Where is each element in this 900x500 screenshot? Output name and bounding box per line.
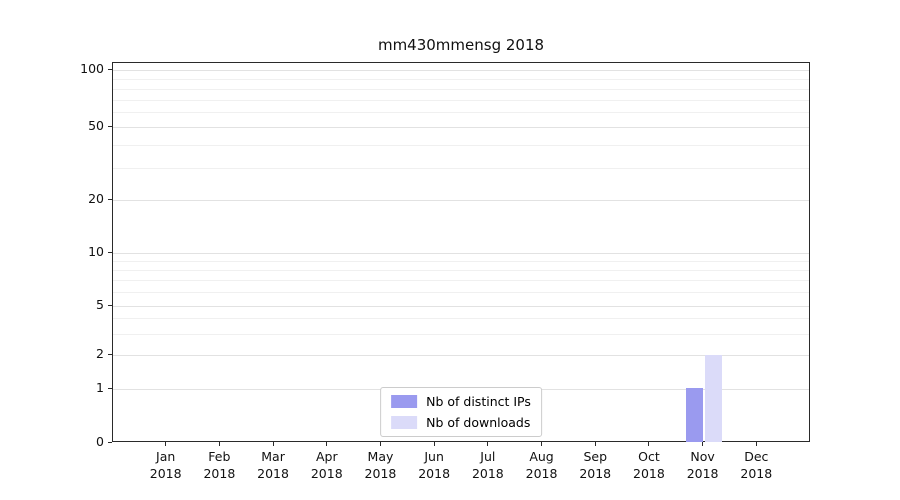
y-tick-label: 0: [96, 433, 104, 449]
bar-nb-of-distinct-ips: [685, 388, 703, 442]
y-gridline-minor: [113, 333, 809, 335]
x-tick-mark: [541, 442, 543, 446]
y-tick-mark: [108, 126, 112, 128]
x-tick-label: Jul 2018: [471, 449, 504, 481]
x-tick-mark: [272, 442, 274, 446]
y-tick-label: 2: [96, 346, 104, 362]
chart-title: mm430mmensg 2018: [377, 36, 545, 54]
x-tick-mark: [648, 442, 650, 446]
y-tick-label: 100: [80, 61, 104, 77]
y-gridline: [113, 252, 809, 254]
legend-item-downloads: Nb of downloads: [391, 415, 531, 430]
legend-swatch-distinct-ips-icon: [391, 395, 418, 408]
x-tick-mark: [379, 442, 381, 446]
y-gridline-minor: [113, 269, 809, 271]
y-gridline-minor: [113, 260, 809, 262]
x-tick-label: Apr 2018: [310, 449, 343, 481]
y-tick-label: 5: [96, 297, 104, 313]
legend-label-downloads: Nb of downloads: [426, 415, 531, 430]
y-gridline-minor: [113, 79, 809, 81]
legend-swatch-downloads-icon: [391, 416, 418, 429]
y-tick-label: 1: [96, 379, 104, 395]
y-gridline: [113, 199, 809, 201]
x-tick-mark: [326, 442, 328, 446]
y-tick-mark: [108, 387, 112, 389]
x-tick-mark: [755, 442, 757, 446]
x-tick-label: May 2018: [364, 449, 397, 481]
y-tick-mark: [108, 354, 112, 356]
x-tick-mark: [487, 442, 489, 446]
x-tick-label: Oct 2018: [633, 449, 665, 481]
x-tick-label: Aug 2018: [525, 449, 558, 481]
y-tick-mark: [108, 69, 112, 71]
x-tick-label: Nov 2018: [686, 449, 719, 481]
y-gridline-minor: [113, 145, 809, 147]
y-gridline: [113, 127, 809, 129]
y-tick-mark: [108, 441, 112, 443]
x-tick-mark: [165, 442, 167, 446]
x-tick-mark: [218, 442, 220, 446]
y-tick-label: 50: [88, 118, 104, 134]
y-tick-mark: [108, 198, 112, 200]
x-tick-label: Sep 2018: [579, 449, 612, 481]
y-gridline-minor: [113, 112, 809, 114]
x-tick-label: Feb 2018: [203, 449, 236, 481]
y-gridline-minor: [113, 167, 809, 169]
y-tick-mark: [108, 305, 112, 307]
x-tick-label: Mar 2018: [257, 449, 289, 481]
x-tick-label: Dec 2018: [740, 449, 773, 481]
bar-nb-of-downloads: [704, 354, 722, 442]
y-gridline-minor: [113, 292, 809, 294]
x-tick-mark: [594, 442, 596, 446]
x-tick-mark: [433, 442, 435, 446]
y-gridline: [113, 70, 809, 72]
y-gridline: [113, 355, 809, 357]
x-tick-label: Jan 2018: [149, 449, 182, 481]
legend-item-distinct-ips: Nb of distinct IPs: [391, 394, 531, 409]
y-tick-label: 10: [88, 243, 104, 259]
y-gridline: [113, 306, 809, 308]
y-gridline-minor: [113, 280, 809, 282]
y-tick-mark: [108, 251, 112, 253]
legend: Nb of distinct IPs Nb of downloads: [380, 387, 542, 437]
x-tick-mark: [702, 442, 704, 446]
y-tick-label: 20: [88, 190, 104, 206]
y-gridline-minor: [113, 318, 809, 320]
x-tick-label: Jun 2018: [418, 449, 451, 481]
legend-label-distinct-ips: Nb of distinct IPs: [426, 394, 531, 409]
y-gridline-minor: [113, 99, 809, 101]
y-gridline-minor: [113, 88, 809, 90]
plot-area: Nb of distinct IPs Nb of downloads: [112, 62, 810, 442]
